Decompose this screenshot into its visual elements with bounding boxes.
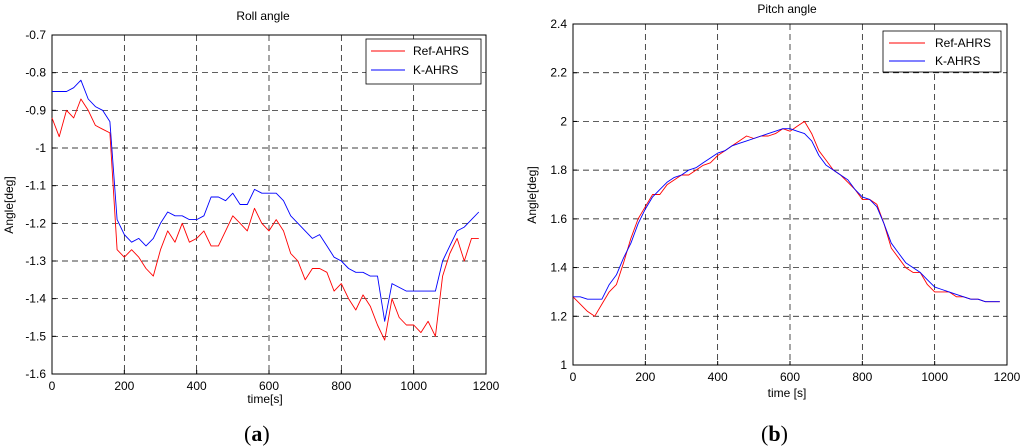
chart-a-panel-label: (a)	[244, 421, 270, 446]
chart-b-series-k-ahrs-line	[573, 128, 1000, 303]
chart-a-x-tick-label: 200	[114, 379, 134, 393]
chart-a-legend-label-k: K-AHRS	[413, 63, 458, 77]
chart-a-x-ticks: 0 200 400 600 800 1000 1200	[49, 370, 500, 393]
chart-b-grid	[573, 24, 1007, 365]
chart-a-x-tick-label: 1200	[473, 379, 500, 393]
chart-a-title: Roll angle	[236, 9, 290, 23]
chart-a-x-tick-label: 1000	[400, 379, 427, 393]
chart-b-x-tick-label: 1000	[921, 370, 948, 384]
chart-a-x-label: time[s]	[247, 392, 282, 406]
chart-b-x-tick-label: 1200	[994, 370, 1021, 384]
chart-b-x-tick-label: 400	[708, 370, 728, 384]
chart-a-y-tick-label: -1	[35, 141, 46, 155]
chart-b-x-ticks: 0 200 400 600 800 1000 1200	[570, 361, 1021, 384]
chart-a-x-tick-label: 400	[187, 379, 207, 393]
chart-b-x-tick-label: 800	[852, 370, 872, 384]
chart-a-x-tick-label: 800	[331, 379, 351, 393]
chart-a-x-tick-label: 600	[259, 379, 279, 393]
chart-a-y-tick-label: -1.3	[25, 254, 46, 268]
chart-b-y-tick-label: 1.6	[550, 212, 567, 226]
chart-b-title: Pitch angle	[757, 2, 817, 16]
chart-a-series-k-ahrs-line	[52, 79, 480, 322]
chart-a: Roll angle 0 200 400 600 800 1000 1200 -1.6-1.…	[2, 9, 500, 446]
chart-b-series-ref-ahrs-line	[572, 120, 1000, 317]
chart-a-x-tick-label: 0	[49, 379, 56, 393]
chart-b-legend-box	[882, 30, 1002, 73]
chart-b-y-tick-label: 2.2	[550, 66, 567, 80]
chart-b-y-label: Angle[deg]	[525, 166, 539, 223]
chart-a-y-tick-label: -1.2	[25, 216, 46, 230]
chart-b-y-tick-label: 1.4	[550, 261, 567, 275]
chart-a-y-tick-label: -0.9	[25, 103, 46, 117]
chart-a-panel-letter: a	[251, 421, 262, 446]
chart-a-series-ref-ahrs-line	[51, 98, 479, 341]
chart-a-y-tick-label: -1.4	[25, 292, 46, 306]
chart-b-y-tick-label: 1.2	[550, 309, 567, 323]
chart-b-x-tick-label: 200	[635, 370, 655, 384]
chart-b-y-tick-label: 2	[560, 114, 567, 128]
chart-b: Pitch angle 0 200 400 600 800 1000 1200 1 1.2 1.…	[525, 2, 1021, 446]
chart-a-y-tick-label: -0.7	[25, 28, 46, 42]
chart-b-y-ticks: 1 1.2 1.4 1.6 1.8 2 2.2 2.4	[550, 17, 577, 372]
chart-b-x-label: time [s]	[768, 386, 807, 400]
chart-a-series	[51, 79, 480, 341]
chart-b-x-tick-label: 0	[570, 370, 577, 384]
chart-a-legend: Ref-AHRS K-AHRS	[365, 38, 482, 85]
chart-b-panel-letter: b	[768, 421, 780, 446]
chart-a-y-tick-label: -0.8	[25, 66, 46, 80]
chart-a-y-label: Angle[deg]	[2, 176, 16, 233]
chart-a-legend-box	[365, 38, 482, 85]
chart-b-y-tick-label: 1	[560, 358, 567, 372]
chart-b-legend-label-ref: Ref-AHRS	[935, 36, 991, 50]
chart-a-legend-label-ref: Ref-AHRS	[413, 44, 469, 58]
chart-a-y-tick-label: -1.5	[25, 329, 46, 343]
chart-b-y-tick-label: 2.4	[550, 17, 567, 31]
chart-b-y-tick-label: 1.8	[550, 163, 567, 177]
chart-b-legend-label-k: K-AHRS	[935, 54, 980, 68]
chart-a-y-tick-label: -1.6	[25, 367, 46, 381]
chart-a-y-tick-label: -1.1	[25, 179, 46, 193]
chart-b-series	[572, 120, 1000, 317]
chart-b-x-tick-label: 600	[780, 370, 800, 384]
chart-b-panel-label: (b)	[761, 421, 788, 446]
chart-b-legend: Ref-AHRS K-AHRS	[882, 30, 1002, 73]
chart-a-y-ticks: -1.6 -1.5 -1.4 -1.3 -1.2 -1.1 -1 -0.9 -0.8 -0.7	[25, 28, 56, 381]
